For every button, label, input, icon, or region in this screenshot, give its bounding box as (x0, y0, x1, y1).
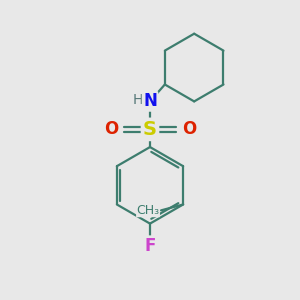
Text: O: O (104, 120, 118, 138)
Text: H: H (132, 93, 143, 107)
Text: S: S (143, 120, 157, 139)
Text: O: O (182, 120, 196, 138)
Text: F: F (144, 237, 156, 255)
Text: CH₃: CH₃ (136, 204, 160, 217)
Text: N: N (143, 92, 157, 110)
